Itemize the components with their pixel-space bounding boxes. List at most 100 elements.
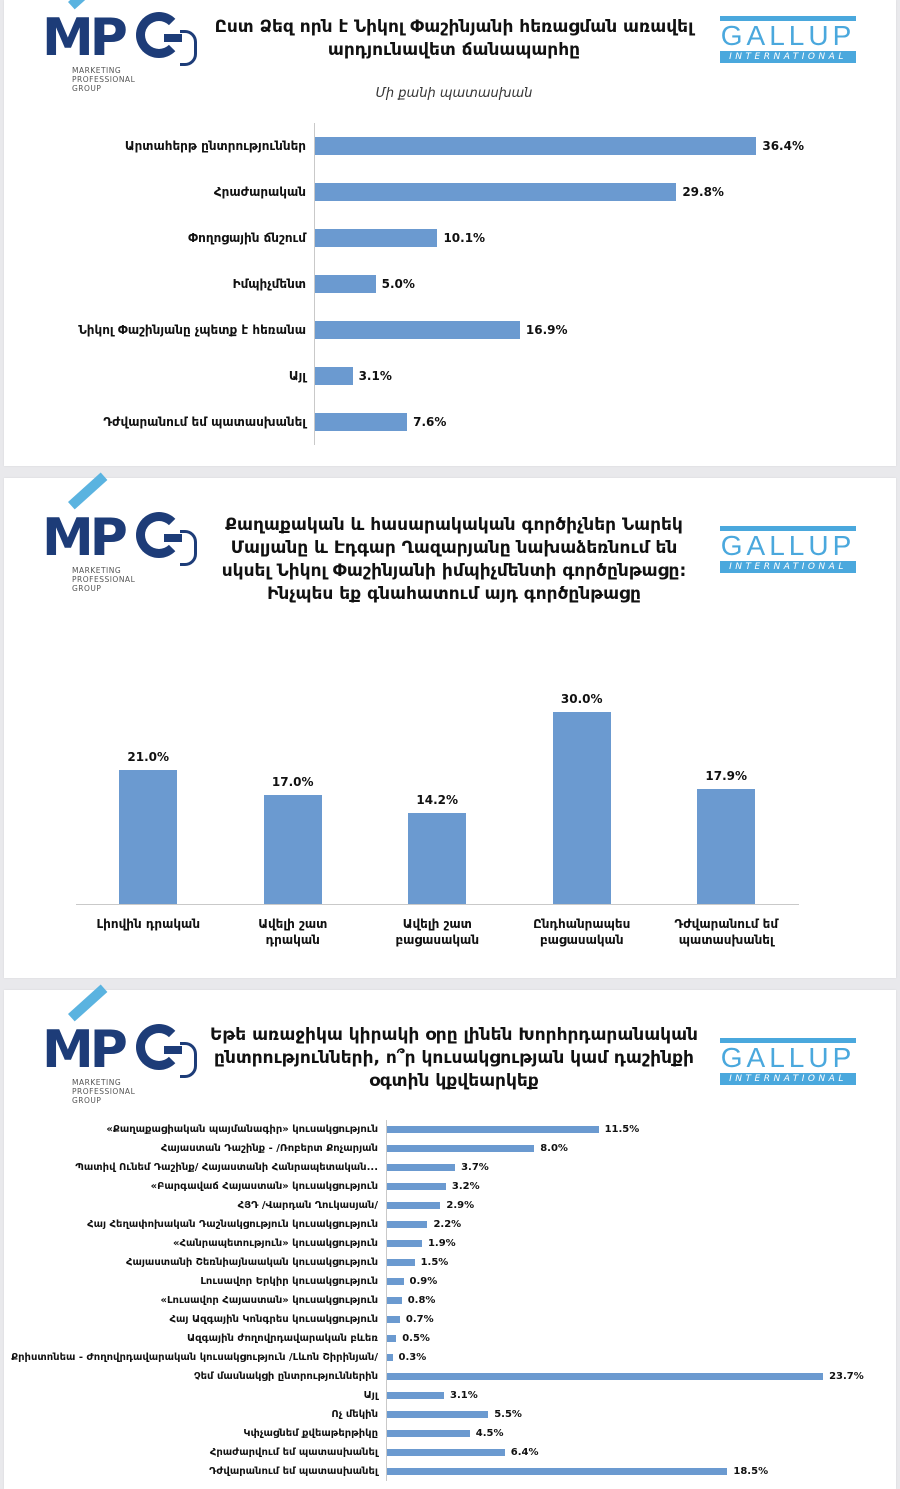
data-label: 3.1% xyxy=(450,1389,478,1401)
bar xyxy=(387,1335,397,1342)
bar xyxy=(315,413,408,431)
bar xyxy=(387,1126,599,1133)
data-label: 0.9% xyxy=(409,1275,438,1287)
bar xyxy=(387,1202,441,1209)
mpg-tagline: MARKETING PROFESSIONAL GROUP xyxy=(72,66,136,93)
bar xyxy=(387,1278,404,1285)
category-label: Չեմ մասնակցի ընտրություններին xyxy=(193,1370,378,1382)
category-label: Պատիվ Ունեմ Դաշինք/ Հայաստանի Հանրապետակ… xyxy=(75,1161,378,1173)
mpg-logo: MP MARKETING PROFESSIONAL GROUP xyxy=(40,0,197,94)
data-label: 6.4% xyxy=(510,1446,539,1458)
bar xyxy=(315,367,353,385)
mpg-tagline: MARKETING PROFESSIONAL GROUP xyxy=(72,1078,136,1105)
data-label: 8.0% xyxy=(540,1142,568,1154)
data-label: 0.7% xyxy=(405,1313,434,1325)
data-label: 2.9% xyxy=(446,1199,475,1211)
category-label: Հրաժարական xyxy=(213,184,306,199)
gallup-logo: GALLUP INTERNATIONAL xyxy=(720,16,856,63)
data-label: 23.7% xyxy=(829,1370,864,1382)
mpg-tagline: MARKETING PROFESSIONAL GROUP xyxy=(72,566,136,593)
data-label: 0.8% xyxy=(407,1294,436,1306)
category-label: Լիովին դրական xyxy=(96,917,201,931)
bar xyxy=(552,712,611,904)
data-label: 0.5% xyxy=(402,1332,430,1344)
category-label: Հայ Հեղափոխական Դաշնակցություն կուսակցու… xyxy=(87,1218,378,1230)
data-label: 1.5% xyxy=(420,1256,449,1268)
data-label: 4.5% xyxy=(475,1427,504,1439)
category-label: Արտահերթ ընտրություններ xyxy=(124,138,306,153)
bar xyxy=(315,229,438,247)
category-label: Այլ xyxy=(288,368,306,383)
headset-icon xyxy=(180,30,197,66)
chart-subtitle: Մի քանի պատասխան xyxy=(375,86,533,101)
headset-icon xyxy=(180,530,197,566)
category-label: Ավելի շատ բացասական xyxy=(395,917,480,947)
data-label: 3.1% xyxy=(358,368,392,383)
value-axis-line xyxy=(314,123,315,445)
category-label: Նիկոլ Փաշինյանը չպետք է հեռանա xyxy=(78,322,306,337)
mpg-g-icon xyxy=(136,1024,182,1070)
category-label: Ընդհանրապես բացասական xyxy=(533,917,631,947)
bar xyxy=(408,813,467,904)
category-label: ՀՅԴ /Վարդան Ղուկասյան/ xyxy=(237,1199,378,1211)
bar xyxy=(387,1259,415,1266)
bar xyxy=(119,769,178,904)
mpg-g-icon xyxy=(136,512,182,558)
category-label: Լուսավոր Երկիր կուսակցություն xyxy=(200,1275,378,1287)
gallup-logo: GALLUP INTERNATIONAL xyxy=(720,526,856,573)
data-label: 18.5% xyxy=(733,1465,769,1477)
category-label: «Հանրապետություն» կուսակցություն xyxy=(173,1237,378,1249)
bar xyxy=(387,1354,393,1361)
chart-panel-3: MP MARKETING PROFESSIONAL GROUP Եթե առաջ… xyxy=(4,984,896,1489)
data-label: 30.0% xyxy=(560,692,603,706)
data-label: 1.9% xyxy=(427,1237,456,1249)
category-label: Դժվարանում եմ պատասխանել xyxy=(103,414,306,429)
bar xyxy=(387,1145,535,1152)
category-label: Դժվարանում եմ պատասխանել xyxy=(209,1465,378,1477)
category-label: «Լուսավոր Հայաստան» կուսակցություն xyxy=(160,1294,378,1306)
data-label: 21.0% xyxy=(127,749,170,764)
bar xyxy=(387,1297,402,1304)
bar xyxy=(387,1373,824,1380)
data-label: 29.8% xyxy=(682,184,724,199)
chart-title: Քաղաքական և հասարակական գործիչներ Նարեկ … xyxy=(221,515,687,604)
category-label: Իմպիչմենտ xyxy=(232,276,306,291)
mpg-wordmark: MP xyxy=(42,508,128,568)
bar xyxy=(387,1430,470,1437)
bar xyxy=(315,321,520,339)
bar xyxy=(387,1449,505,1456)
bar xyxy=(387,1468,728,1475)
data-label: 5.5% xyxy=(494,1408,522,1420)
category-label: Ոչ մեկին xyxy=(331,1408,378,1420)
category-label: Փողոցային ճնշում xyxy=(188,230,306,245)
category-label: Հայ Ազգային Կոնգրես կուսակցություն xyxy=(169,1313,378,1325)
chart-panel-1: MP MARKETING PROFESSIONAL GROUP Ըստ Ձեզ … xyxy=(4,0,896,466)
category-label: Ավելի շատ դրական xyxy=(258,917,328,947)
value-axis-line xyxy=(386,1120,387,1481)
mpg-g-icon xyxy=(136,12,182,58)
category-label: «Բարգավաճ Հայաստան» կուսակցություն xyxy=(150,1180,378,1192)
bar xyxy=(315,137,757,155)
data-label: 2.2% xyxy=(433,1218,462,1230)
data-label: 0.3% xyxy=(398,1351,427,1363)
bar xyxy=(263,795,322,904)
data-label: 17.0% xyxy=(271,775,314,790)
data-label: 16.9% xyxy=(525,322,568,337)
bar xyxy=(387,1411,489,1418)
bar xyxy=(697,789,756,904)
bar xyxy=(387,1164,456,1171)
category-axis-line xyxy=(76,904,799,905)
data-label: 3.2% xyxy=(451,1180,480,1192)
data-label: 14.2% xyxy=(416,793,459,808)
category-label: «Քաղաքացիական պայմանագիր» կուսակցություն xyxy=(106,1123,378,1135)
bar xyxy=(387,1221,428,1228)
category-label: Հրաժարվում եմ պատասխանել xyxy=(209,1446,378,1458)
category-label: Հայաստան Դաշինք - /Ռոբերտ Քոչարյան xyxy=(160,1142,378,1154)
mpg-logo: MP MARKETING PROFESSIONAL GROUP xyxy=(40,472,197,594)
category-label: Քրիստոնեա - Ժողովրդավարական կուսակցությո… xyxy=(11,1351,378,1363)
bar xyxy=(315,183,677,201)
bar xyxy=(315,275,376,293)
gallup-logo: GALLUP INTERNATIONAL xyxy=(720,1038,856,1085)
data-label: 36.4% xyxy=(762,138,804,153)
bar xyxy=(387,1316,400,1323)
